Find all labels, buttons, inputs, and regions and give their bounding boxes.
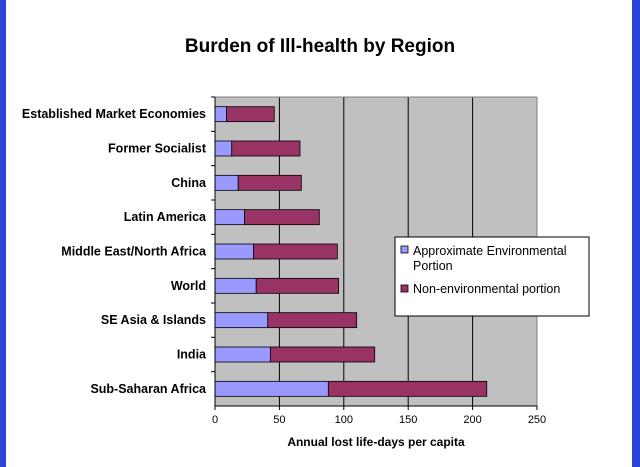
bar-environmental (214, 209, 246, 226)
bar-non-environmental (237, 174, 302, 191)
bar-non-environmental (226, 106, 275, 123)
chart-title: Burden of Ill-health by Region (184, 36, 456, 57)
category-label: Middle East/North Africa (61, 245, 207, 259)
category-label: SE Asia & Islands (101, 313, 206, 327)
bar-environmental (214, 140, 233, 157)
category-labels: Established Market Economies Former Socia… (22, 107, 207, 396)
category-label: Sub-Saharan Africa (90, 382, 207, 396)
x-tick-label: 150 (399, 414, 417, 426)
category-label: Former Socialist (108, 142, 207, 156)
bar-non-environmental (253, 243, 338, 260)
x-tick-label: 100 (335, 414, 353, 426)
bar-non-environmental (327, 380, 488, 397)
x-tick-label: 250 (528, 414, 546, 426)
legend-label-non-environmental: Non-environmental portion (413, 282, 560, 296)
legend-box (394, 236, 590, 317)
bar-environmental (214, 346, 271, 363)
category-label: Latin America (124, 210, 207, 224)
x-axis-label: Annual lost life-days per capita (287, 435, 465, 449)
bar-non-environmental (269, 346, 376, 363)
legend-label-environmental: Approximate Environmental Portion (413, 244, 567, 273)
bar-environmental (214, 106, 227, 123)
x-tick-label: 0 (212, 414, 218, 426)
bar-non-environmental (244, 209, 320, 226)
category-label: China (171, 176, 207, 190)
legend: Approximate Environmental Portion Non-envi… (394, 236, 590, 317)
x-tick-label: 50 (273, 414, 285, 426)
bar-non-environmental (255, 277, 340, 294)
category-label: Established Market Economies (22, 107, 206, 121)
bar-non-environmental (231, 140, 301, 157)
category-label: World (171, 279, 206, 293)
x-tick-label: 200 (463, 414, 481, 426)
x-tick-labels: 0 50 100 150 200 250 (212, 414, 546, 426)
bar-environmental (214, 312, 269, 329)
category-label: India (177, 348, 207, 362)
bar-environmental (214, 277, 257, 294)
bar-environmental (214, 243, 255, 260)
legend-swatch-non-environmental (400, 284, 409, 293)
bar-non-environmental (267, 312, 358, 329)
legend-swatch-environmental (400, 245, 409, 254)
bar-environmental (214, 174, 239, 191)
bars (214, 106, 488, 397)
bar-environmental (214, 380, 329, 397)
